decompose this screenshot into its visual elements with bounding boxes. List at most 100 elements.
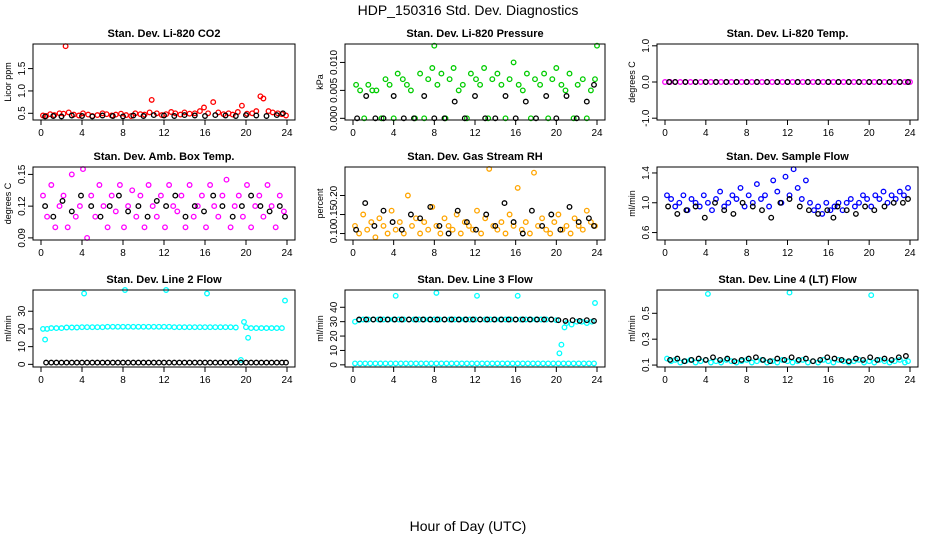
data-point <box>802 355 809 362</box>
data-point <box>676 199 683 206</box>
data-point <box>146 109 153 116</box>
data-point <box>431 42 438 49</box>
data-point <box>774 79 781 85</box>
data-point <box>485 115 492 122</box>
data-point <box>72 213 79 220</box>
data-point <box>212 112 219 119</box>
x-tick-label: 8 <box>744 375 750 386</box>
x-tick-label: 0 <box>662 128 668 139</box>
data-point <box>484 360 491 367</box>
data-point <box>712 199 718 206</box>
data-point <box>463 360 470 367</box>
data-point <box>427 203 434 210</box>
data-point <box>130 112 137 119</box>
series-2 <box>354 81 597 122</box>
data-point <box>232 324 239 331</box>
series-1 <box>352 165 598 241</box>
data-point <box>417 70 424 77</box>
data-point <box>484 316 491 323</box>
x-tick-label: 4 <box>79 375 85 386</box>
data-point <box>418 360 425 367</box>
data-point <box>181 324 188 331</box>
data-point <box>423 360 430 367</box>
series-2 <box>43 359 289 366</box>
data-point <box>884 199 891 206</box>
data-point <box>824 354 831 361</box>
data-point <box>190 213 197 220</box>
data-point <box>811 207 817 214</box>
data-point <box>784 358 791 365</box>
y-tick-label: 0.000 <box>329 105 340 130</box>
x-tick-label: 0 <box>350 248 356 259</box>
data-point <box>42 336 49 343</box>
data-point <box>491 316 498 323</box>
data-point <box>881 355 888 362</box>
data-point <box>434 81 441 88</box>
data-point <box>498 81 505 88</box>
data-point <box>541 316 548 323</box>
x-tick-label: 12 <box>782 248 794 259</box>
data-point <box>692 203 699 210</box>
data-point <box>664 355 670 362</box>
data-point <box>198 192 205 199</box>
series-1 <box>664 289 911 366</box>
data-point <box>227 224 234 231</box>
data-point <box>420 316 427 323</box>
data-point <box>373 87 380 94</box>
x-tick-label: 0 <box>38 375 44 386</box>
data-point <box>171 359 178 366</box>
data-point <box>263 359 270 366</box>
data-point <box>421 93 428 99</box>
data-point <box>876 196 883 202</box>
x-tick-label: 4 <box>703 375 709 386</box>
panel-7: Stan. Dev. Line 2 Flow ml/min 0 4 8 12 16 20 24 0… <box>3 274 296 386</box>
data-point <box>92 213 99 220</box>
data-point <box>533 115 539 122</box>
data-point <box>421 219 428 226</box>
data-point <box>707 359 714 366</box>
data-point <box>448 316 455 323</box>
data-point <box>704 290 711 297</box>
data-point <box>256 192 263 199</box>
data-point <box>474 360 480 367</box>
x-tick-label: 20 <box>240 375 252 386</box>
data-point <box>784 79 791 85</box>
data-point <box>441 215 448 222</box>
y-tick-label: 0.12 <box>17 196 28 216</box>
y-tick-label: 0.3 <box>641 332 652 346</box>
data-point <box>387 360 394 367</box>
data-point <box>433 289 440 296</box>
data-point <box>733 79 740 85</box>
data-point <box>253 359 260 366</box>
y-tick-label: 20 <box>329 330 340 342</box>
data-point <box>106 203 113 210</box>
panel-4: Stan. Dev. Amb. Box Temp. degrees C 0 4 8 12 1… <box>3 151 296 259</box>
data-point <box>433 222 440 229</box>
data-point <box>367 360 374 367</box>
data-point <box>266 208 273 215</box>
data-point <box>759 79 765 85</box>
data-point <box>802 177 809 184</box>
data-point <box>140 113 147 119</box>
data-point <box>810 358 816 365</box>
data-point <box>907 79 913 85</box>
data-point <box>182 213 189 220</box>
data-point <box>398 316 405 323</box>
data-point <box>570 115 577 122</box>
data-point <box>396 219 403 226</box>
data-point <box>697 79 704 85</box>
x-tick-label: 8 <box>744 248 750 259</box>
data-point <box>749 203 756 210</box>
series-3 <box>356 316 597 324</box>
data-point <box>534 316 540 323</box>
data-point <box>73 359 80 366</box>
data-point <box>219 203 226 210</box>
data-point <box>526 230 533 237</box>
data-point <box>745 192 752 199</box>
data-point <box>211 203 218 210</box>
data-point <box>157 192 164 199</box>
data-point <box>59 197 66 204</box>
data-point <box>48 182 55 188</box>
data-point <box>506 76 513 83</box>
data-point <box>153 197 160 204</box>
